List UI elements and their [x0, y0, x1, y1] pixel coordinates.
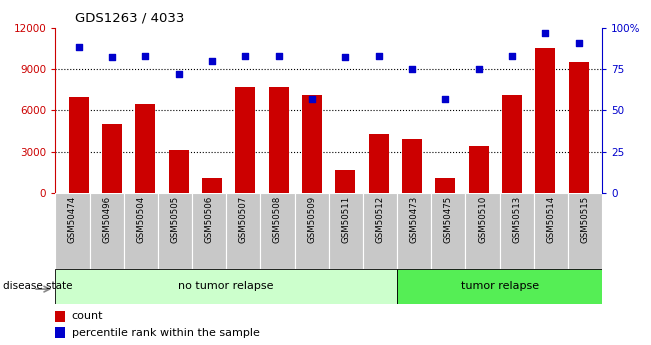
Text: GSM50505: GSM50505 [171, 196, 180, 243]
Text: GSM50512: GSM50512 [376, 196, 385, 243]
Point [240, 53, 251, 59]
Text: GSM50509: GSM50509 [307, 196, 316, 243]
Bar [260, 193, 295, 269]
Bar [432, 193, 465, 269]
Bar [236, 87, 255, 193]
Bar [294, 193, 329, 269]
Bar [397, 193, 432, 269]
Bar [500, 193, 534, 269]
Bar [568, 193, 602, 269]
Point [107, 55, 117, 60]
Text: GSM50515: GSM50515 [581, 196, 590, 243]
Bar [536, 48, 555, 193]
Bar [202, 178, 222, 193]
Bar [402, 139, 422, 193]
Text: GSM50513: GSM50513 [512, 196, 521, 243]
Point [307, 96, 317, 101]
Bar [335, 170, 355, 193]
Text: GSM50506: GSM50506 [204, 196, 214, 243]
Bar [90, 193, 124, 269]
Point [374, 53, 384, 59]
Point [407, 66, 417, 72]
Text: GSM50473: GSM50473 [409, 196, 419, 243]
Bar [55, 327, 65, 338]
Text: GSM50474: GSM50474 [68, 196, 77, 243]
Text: GSM50514: GSM50514 [546, 196, 555, 243]
Text: GSM50511: GSM50511 [341, 196, 350, 243]
Bar [158, 193, 192, 269]
Bar [469, 146, 489, 193]
Point [273, 53, 284, 59]
Bar [329, 193, 363, 269]
Text: GSM50504: GSM50504 [136, 196, 145, 243]
Point [540, 30, 551, 35]
Text: tumor relapse: tumor relapse [460, 282, 539, 291]
Text: disease state: disease state [3, 282, 73, 291]
Point [74, 45, 84, 50]
Bar [534, 193, 568, 269]
Text: GSM50496: GSM50496 [102, 196, 111, 243]
Bar [465, 193, 500, 269]
Text: GSM50510: GSM50510 [478, 196, 487, 243]
Text: GSM50508: GSM50508 [273, 196, 282, 243]
Bar [124, 193, 158, 269]
Bar [502, 95, 522, 193]
Point [473, 66, 484, 72]
Point [574, 40, 584, 45]
Bar [397, 269, 602, 304]
Bar [55, 269, 397, 304]
Text: no tumor relapse: no tumor relapse [178, 282, 274, 291]
Bar [68, 97, 89, 193]
Text: GSM50475: GSM50475 [444, 196, 453, 243]
Bar [55, 193, 90, 269]
Point [440, 96, 450, 101]
Point [140, 53, 150, 59]
Bar [569, 62, 589, 193]
Bar [192, 193, 227, 269]
Bar [436, 178, 456, 193]
Bar [363, 193, 397, 269]
Bar [302, 95, 322, 193]
Text: count: count [72, 311, 104, 321]
Bar [169, 150, 189, 193]
Text: percentile rank within the sample: percentile rank within the sample [72, 328, 260, 337]
Bar [55, 310, 65, 322]
Point [507, 53, 518, 59]
Point [174, 71, 184, 77]
Bar [269, 87, 289, 193]
Bar [227, 193, 260, 269]
Point [207, 58, 217, 63]
Bar [102, 124, 122, 193]
Text: GDS1263 / 4033: GDS1263 / 4033 [75, 11, 184, 24]
Point [340, 55, 351, 60]
Text: GSM50507: GSM50507 [239, 196, 248, 243]
Bar [368, 134, 389, 193]
Bar [135, 104, 156, 193]
